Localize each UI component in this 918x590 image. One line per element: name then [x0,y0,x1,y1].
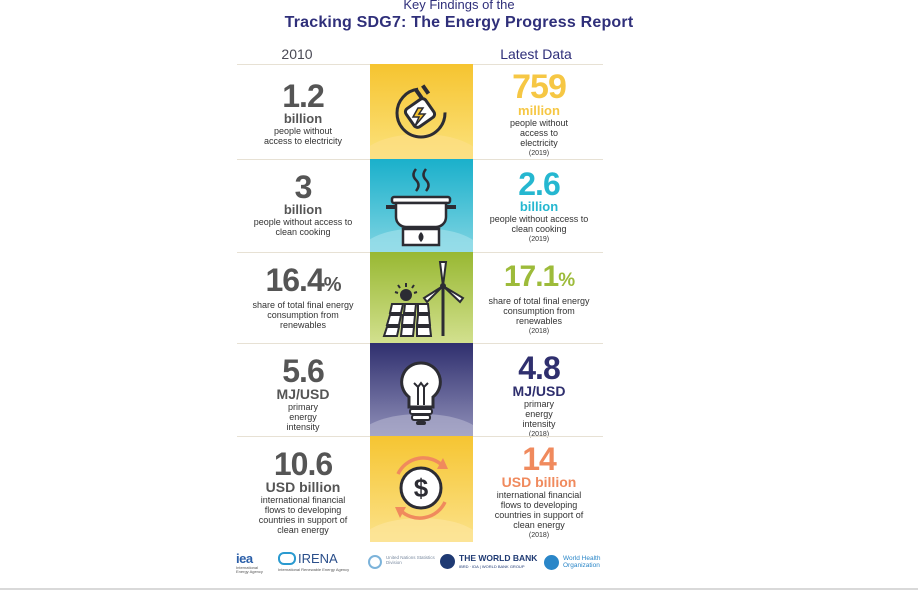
irena-caption: International Renewable Energy Agency [278,566,350,572]
iea-wordmark: iea [236,551,253,566]
world-bank-globe-icon [440,554,455,569]
finding-row-financial-flows: 10.6 USD billion international financial… [237,436,603,542]
latest-year: (2018) [528,430,550,438]
report-subtitle: Key Findings of the [403,0,515,12]
baseline-cell: 5.6 MJ/USD primary energy intensity [237,355,369,432]
latest-cell: 759 million people without access to ele… [474,70,604,157]
latest-value: 759 [512,68,567,106]
latest-cell: 17.1% share of total final energy consum… [474,262,604,336]
finding-row-electricity: 1.2 billion people without access to ele… [237,64,603,159]
latest-number: 17.1 [503,260,559,293]
iea-caption: International Energy Agency [236,564,263,574]
baseline-description: international financial flows to develop… [258,494,348,535]
irena-wordmark: IRENA [297,551,338,566]
baseline-description: primary energy intensity [286,401,320,432]
latest-cell: 2.6 billion people without access to cle… [474,168,604,243]
latest-cell: 14 USD billion international financial f… [474,443,604,539]
baseline-value: 3 [294,169,313,205]
latest-year: (2018) [528,532,550,539]
finding-row-renewables: 16.4% share of total final energy consum… [237,252,603,343]
baseline-description: share of total final energy consumption … [252,300,354,331]
dollar-cycle-icon: $ [370,436,473,542]
baseline-cell: 1.2 billion people without access to ele… [237,80,369,146]
column-header-latest: Latest Data [500,46,572,62]
solar-wind-icon [370,252,473,343]
baseline-cell: 10.6 USD billion international financial… [237,448,369,535]
finding-row-clean-cooking: 3 billion people without access to clean… [237,159,603,252]
renewables-illustration [370,252,473,343]
baseline-cell: 16.4% share of total final energy consum… [237,264,369,330]
report-title: Tracking SDG7: The Energy Progress Repor… [284,14,634,31]
baseline-unit: USD billion [265,479,341,495]
latest-description: primary energy intensity [522,398,556,429]
latest-value: 17.1% [474,262,604,292]
baseline-value: 10.6 [273,446,333,482]
un-emblem-icon [368,555,382,569]
baseline-value: 5.6 [282,353,324,389]
latest-description: people without access to electricity [509,117,569,148]
who-emblem-icon [544,555,559,570]
baseline-value: 1.2 [282,78,324,114]
baseline-description: people without access to clean cooking [253,216,353,237]
baseline-number: 16.4 [265,262,324,298]
baseline-cell: 3 billion people without access to clean… [237,171,369,237]
latest-value: 14 [522,441,557,477]
cooking-illustration [370,159,473,252]
latest-year: (2019) [528,149,550,157]
finding-row-energy-intensity: 5.6 MJ/USD primary energy intensity 4.8 … [237,343,604,438]
latest-value: 2.6 [518,166,560,202]
baseline-percent: % [323,274,342,296]
latest-unit: MJ/USD [512,383,566,399]
world-bank-wordmark: THE WORLD BANK [459,553,538,563]
partner-logos: iea International Energy Agency IRENA In… [232,552,612,580]
baseline-unit: billion [283,111,323,126]
latest-unit: billion [519,199,559,214]
baseline-unit: billion [283,202,323,217]
latest-year: (2019) [528,235,550,243]
iea-logo[interactable]: iea International Energy Agency [236,552,270,574]
svg-text:$: $ [414,473,429,503]
baseline-description: people without access to electricity [263,125,343,146]
bottom-border [0,588,918,590]
lightbulb-icon [370,343,473,436]
baseline-value: 16.4% [237,264,369,296]
who-caption: World Health Organization [563,555,601,569]
finance-illustration: $ [370,436,473,542]
cooking-pot-icon [370,159,473,252]
latest-percent: % [558,270,575,291]
world-bank-caption: IBRD · IDA | WORLD BANK GROUP [459,564,525,569]
latest-description: share of total final energy consumption … [488,296,590,327]
plug-icon [370,64,473,159]
latest-cell: 4.8 MJ/USD primary energy intensity (201… [474,352,604,438]
latest-description: international financial flows to develop… [494,489,584,530]
column-header-2010: 2010 [281,46,313,62]
latest-description: people without access to clean cooking [489,213,589,234]
un-caption: United Nations Statistics Division [386,555,435,565]
latest-value: 4.8 [518,350,560,386]
latest-year: (2018) [528,328,550,336]
lightbulb-illustration [370,343,473,436]
plug-illustration [370,64,473,159]
baseline-unit: MJ/USD [276,386,330,402]
irena-emblem-icon [278,552,296,566]
latest-unit: million [518,103,560,118]
latest-unit: USD billion [501,474,577,490]
irena-logo[interactable]: IRENA International Renewable Energy Age… [278,552,358,572]
